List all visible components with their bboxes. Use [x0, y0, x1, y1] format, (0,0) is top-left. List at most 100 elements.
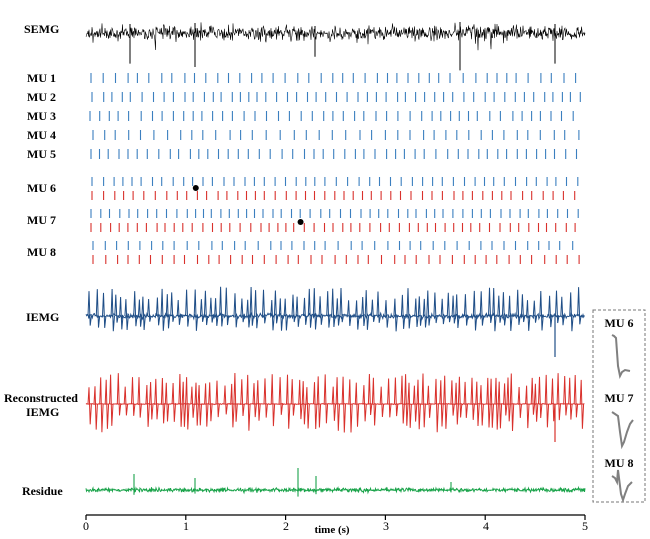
- iemg-spike-42: [335, 298, 341, 326]
- reconstructed-spike-4: [109, 374, 114, 426]
- x-tick-label-0: 0: [83, 519, 89, 533]
- label-reconstructed-line1: Reconstructed: [4, 391, 78, 405]
- iemg-spike-71: [516, 289, 521, 325]
- label-mu1: MU 1: [27, 71, 56, 85]
- reconstructed-spike-10: [149, 381, 154, 420]
- iemg-spike-4: [114, 294, 119, 323]
- reconstructed-spike-40: [316, 376, 322, 428]
- iemg-spike-11: [155, 297, 161, 326]
- iemg-spike-44: [347, 300, 352, 326]
- iemg-trace: [85, 286, 585, 357]
- iemg-spike-32: [278, 298, 284, 331]
- iemg-spike-26: [246, 299, 251, 328]
- reconstructed-spike-78: [525, 385, 530, 429]
- reconstructed-spike-86: [568, 377, 573, 420]
- iemg-spike-77: [555, 290, 560, 324]
- reconstructed-spike-28: [246, 374, 251, 431]
- label-mu2: MU 2: [27, 90, 56, 104]
- reconstructed-spike-47: [362, 385, 367, 422]
- semg-trace: [85, 22, 586, 71]
- reconstructed-spike-54: [404, 374, 409, 426]
- waveform-label-mu8: MU 8: [605, 456, 634, 470]
- reconstructed-spike-16: [181, 381, 187, 427]
- iemg-spike-30: [270, 299, 275, 331]
- reconstructed-spike-7: [131, 377, 136, 416]
- reconstructed-spike-23: [215, 380, 220, 418]
- iemg-spike-58: [433, 292, 438, 324]
- iemg-spike-3: [110, 288, 115, 332]
- reconstructed-spike-67: [470, 377, 475, 420]
- iemg-spike-9: [141, 296, 146, 331]
- x-tick-label-4: 4: [483, 519, 489, 533]
- iemg-spike-19: [203, 290, 209, 326]
- waveform-mu6: [611, 334, 631, 380]
- reconstructed-spike-81: [538, 376, 543, 419]
- reconstructed-spike-29: [252, 383, 257, 418]
- spike-trains: [89, 73, 581, 264]
- iemg-spike-75: [539, 290, 544, 331]
- label-mu4: MU 4: [27, 128, 56, 142]
- iemg-spike-13: [165, 294, 171, 329]
- reconstructed-spike-13: [164, 382, 170, 422]
- iemg-spike-65: [479, 291, 485, 326]
- iemg-spike-0: [87, 291, 92, 326]
- iemg-spike-1: [95, 289, 101, 328]
- iemg-spike-37: [307, 288, 313, 328]
- iemg-spike-31: [273, 290, 279, 324]
- reconstructed-spike-11: [154, 378, 159, 420]
- reconstructed-spike-41: [323, 374, 329, 424]
- reconstructed-spike-2: [99, 377, 104, 433]
- reconstructed-spike-61: [439, 380, 444, 427]
- iemg-spike-8: [137, 299, 143, 327]
- reconstructed-spike-39: [313, 382, 318, 430]
- reconstructed-spike-65: [457, 376, 463, 418]
- iemg-spike-79: [569, 292, 574, 332]
- residue-trace: [85, 468, 586, 497]
- x-axis: [85, 514, 586, 520]
- reconstructed-spike-60: [434, 378, 439, 433]
- iemg-spike-47: [364, 290, 370, 330]
- reconstructed-spike-43: [335, 377, 340, 431]
- motor-unit-waveforms: [611, 334, 634, 504]
- reconstructed-spike-84: [556, 373, 561, 421]
- iemg-spike-36: [303, 297, 308, 325]
- reconstructed-spike-21: [204, 383, 209, 427]
- marker-dot-2: [297, 219, 304, 225]
- label-mu8: MU 8: [27, 245, 56, 259]
- reconstructed-spike-18: [190, 386, 195, 418]
- iemg-spike-20: [209, 297, 214, 323]
- reconstructed-spike-33: [278, 377, 283, 415]
- reconstructed-spike-77: [517, 386, 522, 418]
- residue-line: [85, 485, 586, 495]
- iemg-spike-45: [355, 300, 360, 330]
- waveform-panel-border: [592, 309, 646, 503]
- iemg-spike-29: [262, 289, 267, 324]
- x-axis-title: time (s): [314, 524, 349, 536]
- reconstructed-spike-59: [426, 385, 432, 418]
- iemg-spike-14: [170, 292, 175, 322]
- semg-line: [85, 22, 586, 51]
- reconstructed-spike-74: [503, 383, 508, 416]
- iemg-spike-41: [331, 288, 336, 328]
- reconstructed-spike-24: [223, 385, 228, 415]
- waveform-mu7: [611, 411, 634, 450]
- reconstructed-spike-32: [270, 374, 276, 427]
- reconstructed-spike-0: [87, 387, 92, 425]
- iemg-spike-2: [102, 292, 107, 328]
- label-iemg: IEMG: [26, 310, 59, 324]
- reconstructed-spike-49: [371, 377, 377, 426]
- iemg-spike-15: [176, 299, 182, 325]
- iemg-spike-18: [199, 299, 205, 322]
- iemg-spike-10: [147, 298, 152, 322]
- iemg-spike-55: [417, 296, 423, 326]
- label-mu5: MU 5: [27, 147, 56, 161]
- reconstructed-spike-35: [290, 379, 296, 416]
- reconstructed-spike-71: [489, 378, 494, 428]
- iemg-spike-67: [492, 287, 497, 332]
- label-residue: Residue: [22, 484, 63, 498]
- iemg-spike-52: [400, 294, 406, 329]
- iemg-spike-66: [488, 287, 493, 323]
- reconstructed-spike-26: [233, 372, 238, 422]
- reconstructed-spike-6: [123, 386, 129, 416]
